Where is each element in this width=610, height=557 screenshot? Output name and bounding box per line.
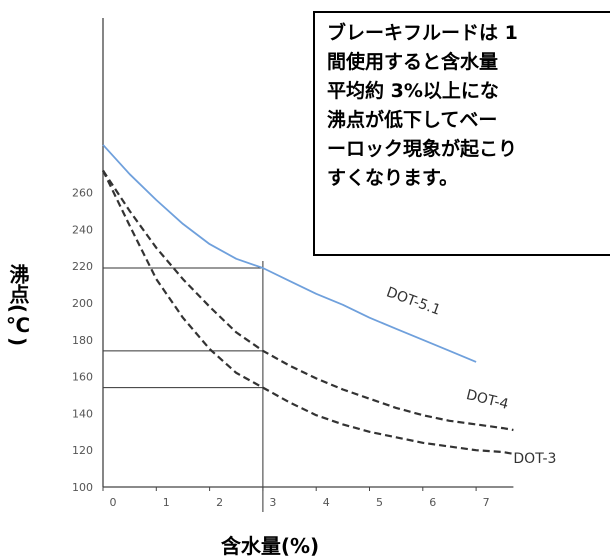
note-line: ーロック現象が起こり <box>327 138 518 160</box>
x-tick-label: 1 <box>163 496 170 509</box>
series-label-dot-4: DOT-4 <box>464 387 510 413</box>
y-tick-label: 200 <box>72 297 93 310</box>
x-axis-title: 含水量(%) <box>221 534 319 557</box>
y-tick-label: 120 <box>72 444 93 457</box>
note-line: 平均約 3%以上にな <box>327 80 499 102</box>
y-axis-title: 沸点(℃) <box>6 262 30 346</box>
y-tick-label: 220 <box>72 260 93 273</box>
y-tick-label: 240 <box>72 223 93 236</box>
x-tick-label: 6 <box>429 496 436 509</box>
x-tick-label: 0 <box>110 496 117 509</box>
note-line: 沸点が低下してベー <box>327 109 498 131</box>
explanation-note: ブレーキフルードは 1 間使用すると含水量 平均約 3%以上にな 沸点が低下して… <box>313 11 610 256</box>
y-tick-label: 180 <box>72 334 93 347</box>
note-line: すくなります。 <box>327 167 459 189</box>
y-tick-labels: 100 120 140 160 180 200 220 240 260 <box>72 187 93 494</box>
x-tick-label: 5 <box>376 496 383 509</box>
series-line-dot-3 <box>102 170 514 455</box>
reference-lines <box>103 261 264 512</box>
x-tick-label: 4 <box>323 496 330 509</box>
series-lines <box>102 144 514 455</box>
y-tick-label: 260 <box>72 187 93 200</box>
note-line: ブレーキフルードは 1 <box>327 22 518 44</box>
note-line: 間使用すると含水量 <box>327 51 499 73</box>
y-tick-label: 140 <box>72 407 93 420</box>
y-tick-label: 100 <box>72 481 93 494</box>
axes <box>102 18 514 488</box>
x-tick-labels: 0 1 2 3 4 5 6 7 <box>102 487 490 509</box>
y-tick-label: 160 <box>72 371 93 384</box>
x-tick-label: 2 <box>216 496 223 509</box>
series-line-dot-5-1 <box>102 144 477 363</box>
x-tick-label: 3 <box>269 496 276 509</box>
series-label-dot-3: DOT-3 <box>513 451 556 467</box>
x-tick-label: 7 <box>483 496 490 509</box>
series-label-dot-5-1: DOT-5.1 <box>384 284 442 318</box>
series-line-dot-4 <box>102 169 514 432</box>
